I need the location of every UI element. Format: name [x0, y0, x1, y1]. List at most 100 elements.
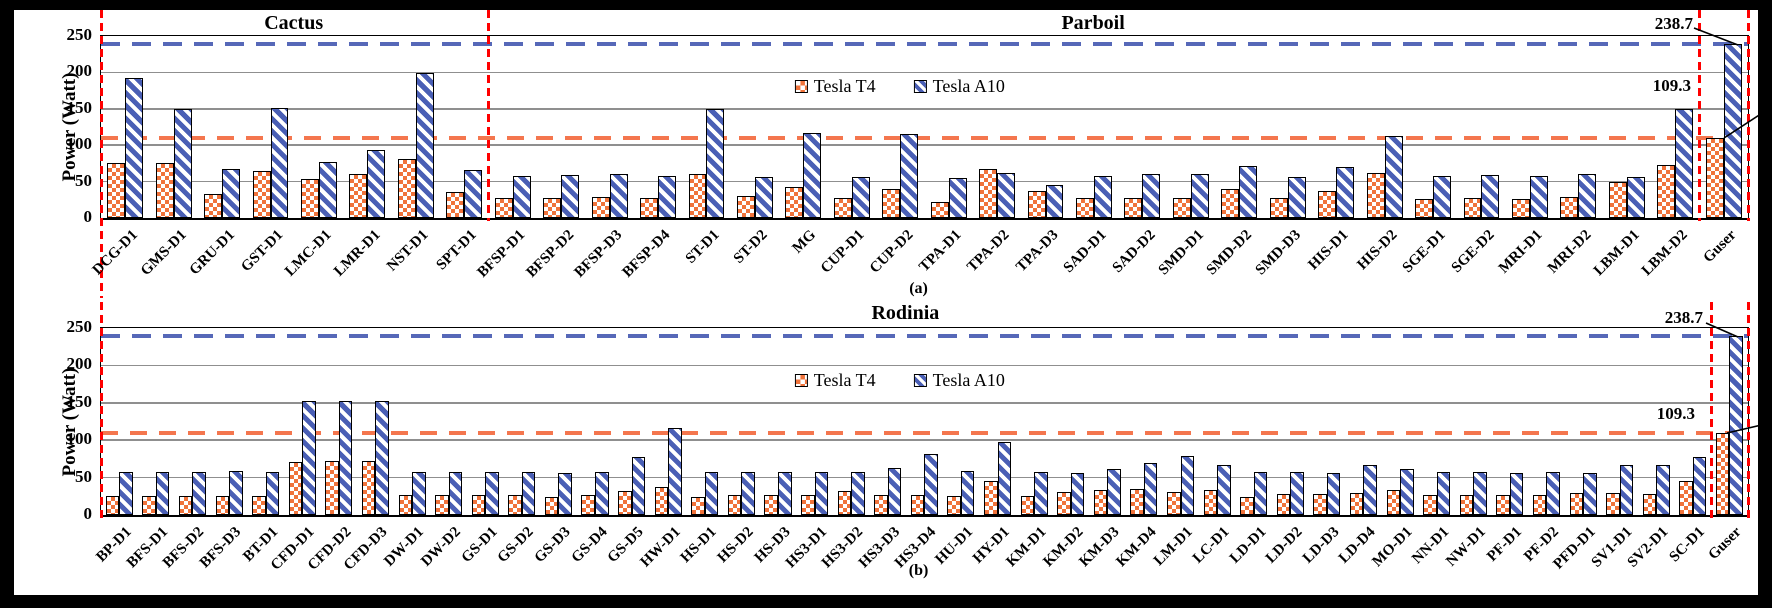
x-axis-label-PF-D1: PF-D1	[1484, 524, 1526, 565]
bar-tesla-t4	[1020, 495, 1035, 515]
bar-tesla-a10	[1093, 175, 1112, 218]
legend-item-a10: Tesla A10	[913, 370, 1005, 391]
bar-tesla-t4	[1318, 191, 1337, 218]
bar-tesla-a10	[265, 471, 280, 515]
bar-tesla-a10	[851, 176, 870, 218]
bar-tesla-a10	[1045, 185, 1064, 218]
y-axis-tick-250: 250	[66, 25, 93, 44]
x-axis-label-LC-D1: LC-D1	[1189, 524, 1233, 567]
bar-tesla-t4	[691, 497, 705, 515]
bar-tesla-t4	[349, 174, 368, 218]
legend-label: Tesla A10	[932, 370, 1005, 390]
bar-tesla-a10	[803, 132, 822, 218]
suite-separator-line	[1698, 10, 1702, 221]
bar-group-HIS-D2	[1360, 36, 1408, 218]
bar-tesla-a10	[521, 472, 536, 515]
bar-tesla-t4	[947, 495, 961, 515]
bar-tesla-t4	[107, 162, 126, 218]
bar-tesla-a10	[1723, 44, 1742, 218]
bar-tesla-t4	[252, 171, 271, 218]
gridline-50	[101, 180, 1748, 183]
bar-group-SGE-D2	[1457, 36, 1505, 218]
bar-tesla-t4	[640, 198, 659, 218]
bar-group-Guser	[1699, 36, 1747, 218]
bar-tesla-t4	[591, 196, 610, 218]
bar-group-ST-D2	[731, 36, 779, 218]
bar-group-HS3-D2	[833, 328, 870, 515]
y-axis-tick-0: 0	[83, 207, 93, 226]
bar-tesla-t4	[736, 196, 755, 218]
gridline-100	[101, 439, 1748, 441]
bar-tesla-a10	[1619, 464, 1634, 515]
bar-tesla-a10	[270, 108, 289, 218]
bar-tesla-t4	[1705, 138, 1724, 218]
bar-group-KM-D4	[1126, 328, 1163, 515]
bar-group-LC-D1	[1199, 328, 1236, 515]
bar-tesla-t4	[1027, 191, 1046, 218]
x-axis-label-CUP-D2: CUP-D2	[866, 227, 917, 277]
bar-tesla-t4	[1642, 494, 1657, 515]
bar-tesla-a10	[222, 169, 241, 218]
section-title-rodinia: Rodinia	[871, 302, 940, 324]
power-chart-rodinia: Rodinia Tesla T4 Tesla A10 238.7 109.3 0 50 100…	[14, 10, 1772, 595]
bar-tesla-a10	[1326, 473, 1341, 515]
bar-tesla-t4	[1076, 197, 1094, 218]
x-axis-label-SV1-D1: SV1-D1	[1588, 524, 1636, 571]
bar-tesla-a10	[754, 176, 773, 218]
y-axis-tick-50: 50	[75, 170, 92, 190]
gridline-150	[101, 108, 1748, 110]
bar-group-PFD-D1	[1565, 328, 1602, 515]
bar-tesla-a10	[1143, 463, 1158, 515]
x-axis-label-SC-D1: SC-D1	[1666, 524, 1709, 566]
x-axis-label-Guser: Guser	[1700, 227, 1740, 267]
bar-tesla-t4	[837, 491, 852, 515]
x-axis-label-BFSP-D4: BFSP-D4	[620, 227, 674, 281]
y-axis-tick-0: 0	[83, 504, 93, 523]
bar-group-BT-D1	[247, 328, 284, 515]
x-axis-label-HS-D2: HS-D2	[714, 524, 757, 566]
bar-tesla-t4	[178, 495, 193, 515]
bar-tesla-t4	[1221, 188, 1240, 218]
bar-group-KM-D1	[1016, 328, 1053, 515]
x-axis-label-SGE-D2: SGE-D2	[1448, 227, 1498, 277]
bar-tesla-t4	[1124, 197, 1143, 218]
gridline-150	[101, 402, 1748, 404]
section-title-cactus: Cactus	[264, 12, 324, 34]
bar-tesla-a10	[318, 161, 337, 218]
bar-tesla-t4	[1715, 433, 1730, 515]
bar-tesla-t4	[688, 174, 707, 218]
bar-group-HU-D1	[943, 328, 980, 515]
bar-group-BFS-D2	[174, 328, 211, 515]
bar-tesla-t4	[1463, 198, 1482, 218]
bar-tesla-a10	[415, 73, 434, 218]
bar-group-GS-D5	[613, 328, 650, 515]
bar-group-SMD-D1	[1167, 36, 1215, 218]
bar-tesla-a10	[997, 442, 1012, 515]
bar-tesla-t4	[288, 461, 303, 515]
bar-group-LMC-D1	[295, 36, 343, 218]
bar-tesla-t4	[361, 461, 376, 515]
x-axis-label-HS3-D2: HS3-D2	[819, 524, 867, 572]
bar-tesla-a10	[512, 175, 531, 218]
bar-group-HS3-D3	[869, 328, 906, 515]
bar-tesla-t4	[544, 497, 559, 515]
bar-tesla-a10	[367, 150, 386, 218]
x-axis-label-ST-D1: ST-D1	[682, 227, 723, 267]
bar-group-LD-D3	[1309, 328, 1346, 515]
bar-tesla-t4	[1459, 494, 1474, 515]
bar-tesla-t4	[833, 197, 852, 218]
bar-tesla-t4	[142, 495, 156, 515]
x-axis-label-NN-D1: NN-D1	[1408, 524, 1453, 568]
bar-group-LBM-D1	[1603, 36, 1651, 218]
bar-tesla-t4	[1560, 196, 1579, 218]
legend-marker-a10-icon	[913, 80, 927, 93]
bar-group-ST-D1	[682, 36, 730, 218]
x-axis-label-DW-D1: DW-D1	[381, 524, 428, 570]
bar-tesla-a10	[1034, 471, 1048, 515]
legend-label: Tesla A10	[932, 76, 1005, 96]
bar-tesla-a10	[1578, 174, 1597, 218]
ref-line-blue	[101, 334, 1748, 339]
x-axis-label-BP-D1: BP-D1	[93, 524, 135, 566]
x-axis-label-HS3-D1: HS3-D1	[782, 524, 830, 572]
bar-tesla-a10	[668, 428, 682, 515]
